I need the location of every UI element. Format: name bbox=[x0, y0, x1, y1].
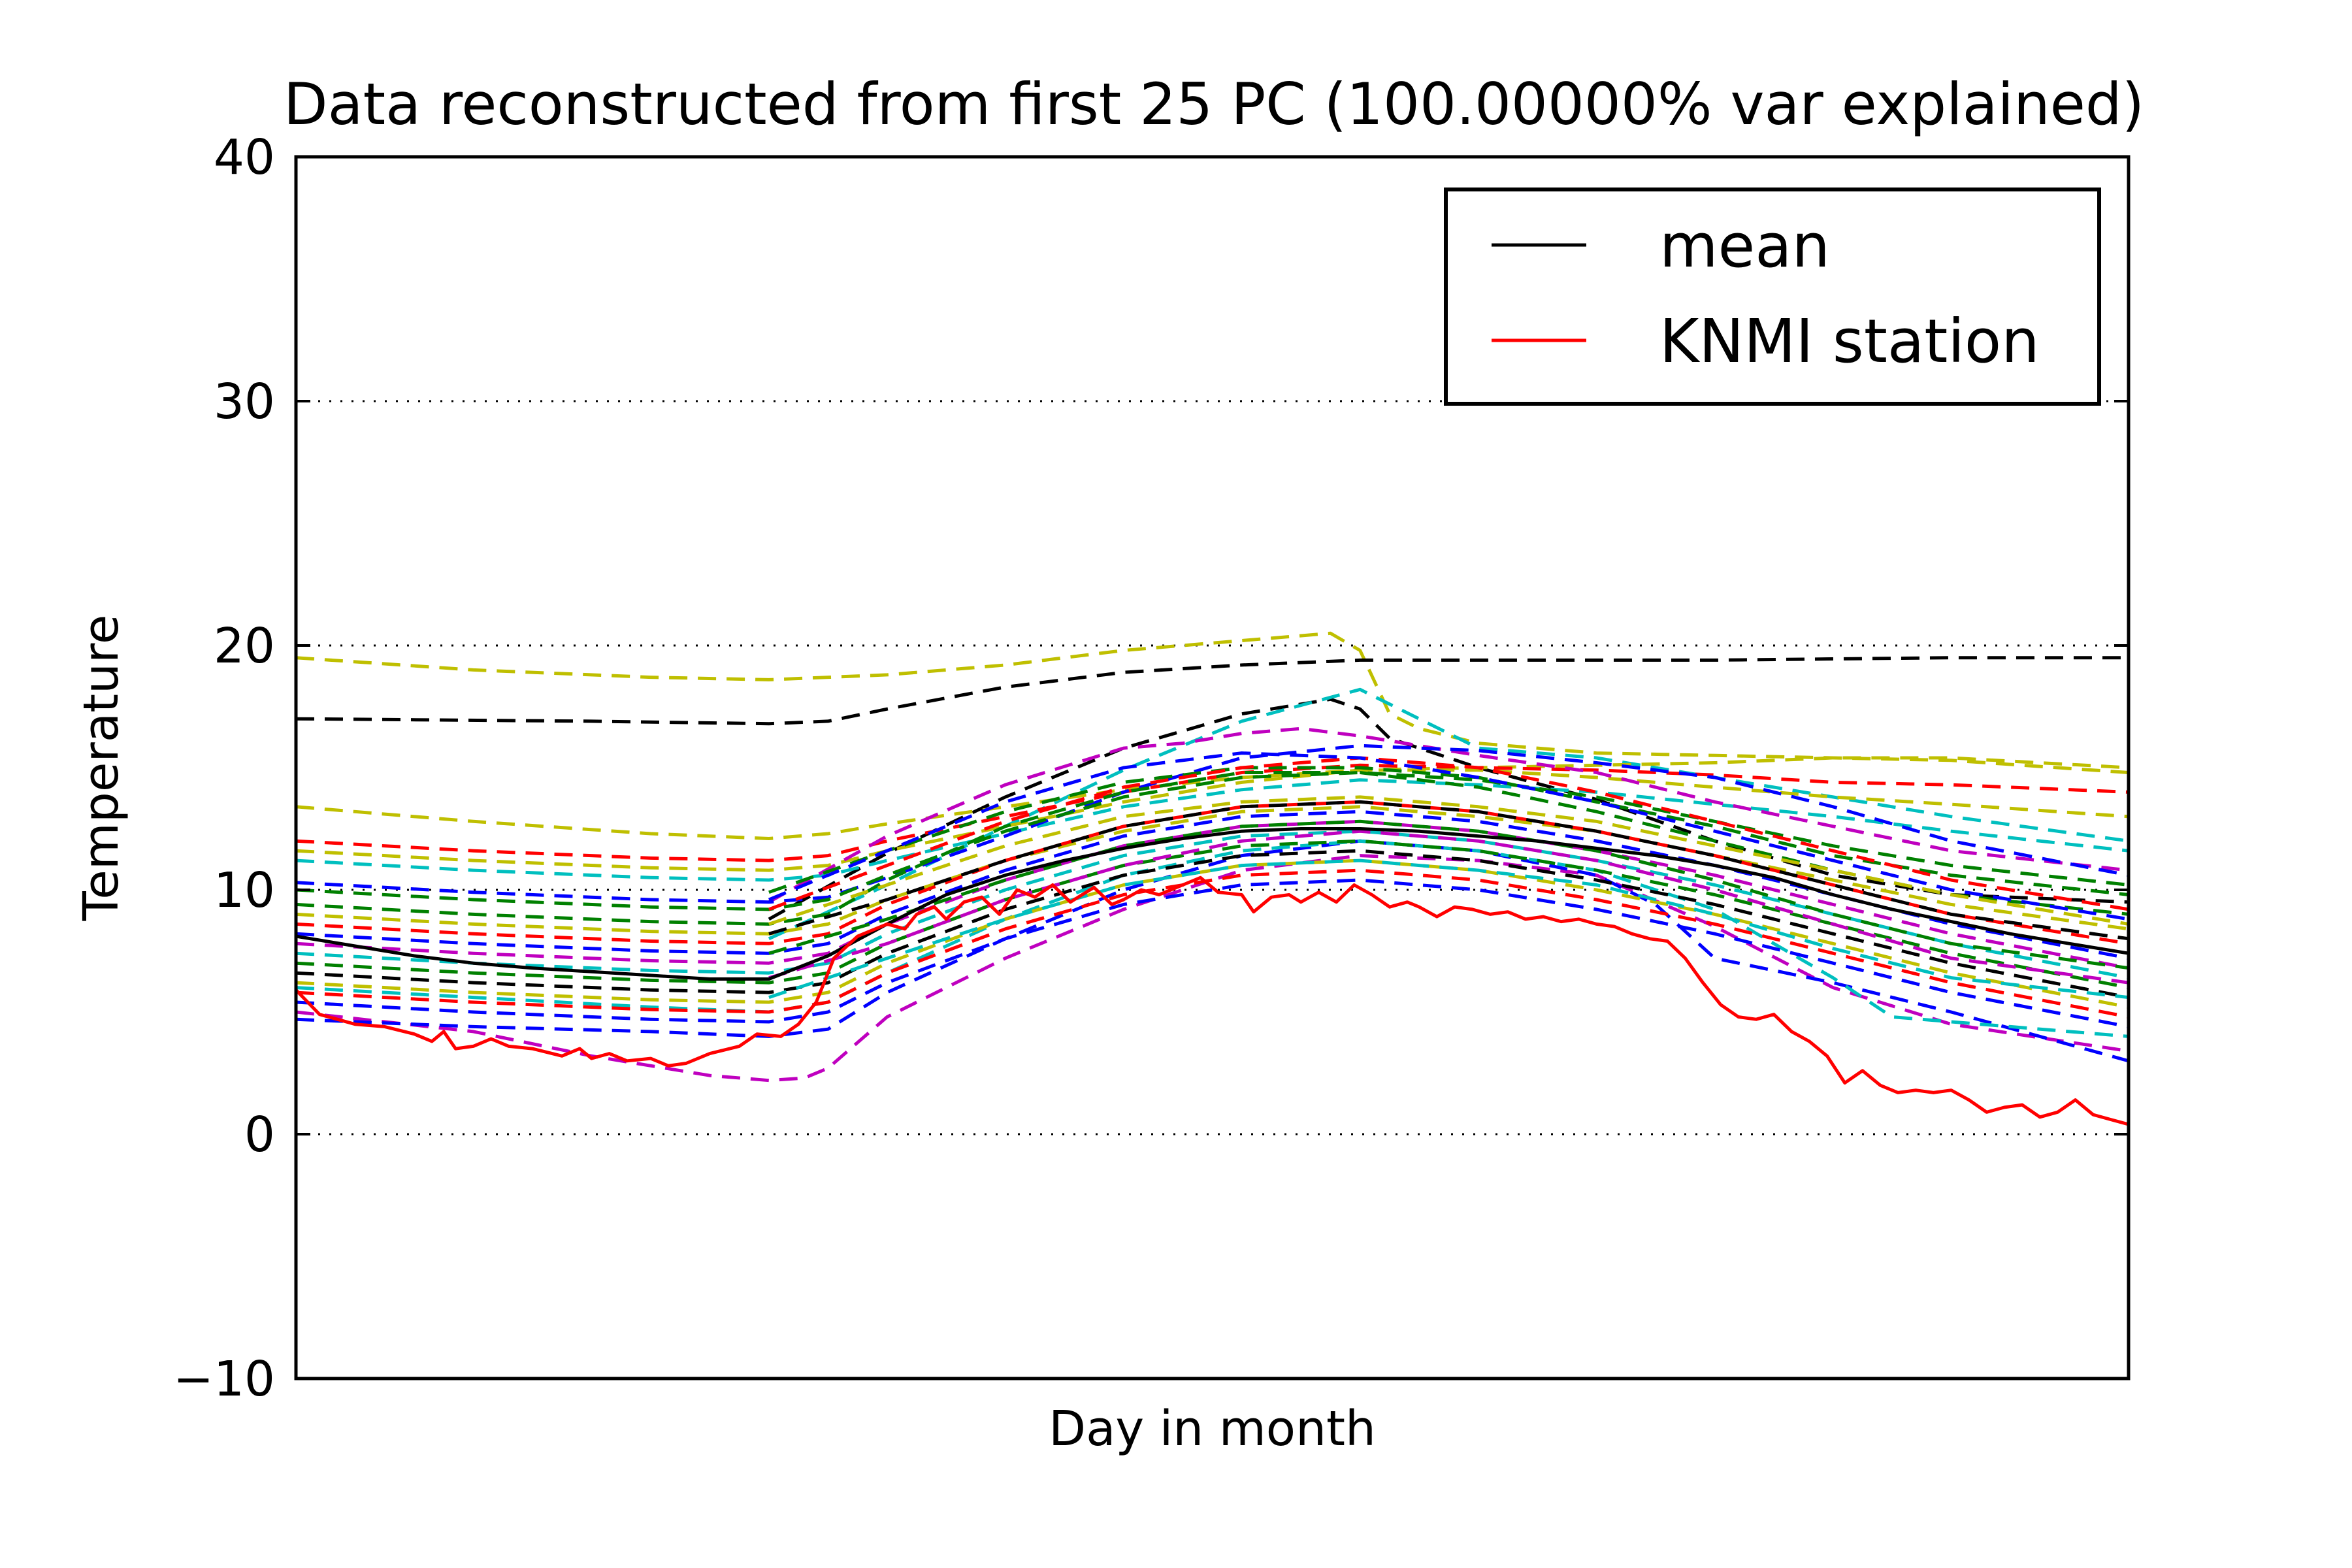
y-axis-ticks: −10 0 10 20 30 40 bbox=[173, 129, 2129, 1407]
x-axis-label: Day in month bbox=[1049, 1401, 1376, 1457]
ensemble-member-line bbox=[768, 727, 2129, 904]
y-axis-label: Temperature bbox=[73, 615, 129, 922]
series-lines bbox=[296, 827, 2129, 1126]
gridlines bbox=[296, 400, 2129, 1135]
ensemble-member-line bbox=[768, 819, 2129, 970]
series-line-knmi-station bbox=[296, 875, 2129, 1126]
ensemble-member-line bbox=[296, 805, 2129, 936]
ensemble-member-line bbox=[768, 756, 2129, 911]
ensemble-member-line bbox=[296, 768, 2129, 872]
ensemble-member-line bbox=[296, 849, 2129, 1000]
ensemble-member-line bbox=[296, 819, 2129, 970]
legend-label-knmi-station: KNMI station bbox=[1659, 306, 2040, 376]
ensemble-member-line bbox=[296, 763, 2129, 862]
series-line-mean bbox=[296, 827, 2129, 981]
ensemble-member-line bbox=[296, 800, 2129, 945]
y-tick-label: 20 bbox=[214, 618, 275, 674]
ensemble-member-line bbox=[296, 631, 2129, 774]
ensemble-member-line bbox=[296, 839, 2129, 990]
ensemble-member-line bbox=[768, 751, 2129, 921]
chart-title: Data reconstructed from first 25 PC (100… bbox=[284, 71, 2144, 138]
ensemble-member-line bbox=[768, 697, 2129, 921]
ensemble-member-line bbox=[768, 858, 2129, 1000]
ensemble-member-line bbox=[296, 771, 2129, 926]
ensemble-member-line bbox=[296, 854, 2129, 1083]
legend-label-mean: mean bbox=[1659, 211, 1830, 281]
ensemble-member-line bbox=[296, 839, 2129, 1063]
y-tick-label: 40 bbox=[214, 129, 275, 186]
legend-box bbox=[1444, 188, 2101, 406]
ensemble-member-line bbox=[768, 800, 2129, 941]
y-tick-label: 0 bbox=[244, 1107, 275, 1163]
y-tick-label: −10 bbox=[173, 1351, 275, 1407]
ensemble-lines bbox=[296, 631, 2129, 1083]
legend: mean KNMI station bbox=[1444, 188, 2101, 406]
y-tick-label: 10 bbox=[214, 862, 275, 919]
y-tick-label: 30 bbox=[214, 374, 275, 430]
ensemble-member-line bbox=[296, 656, 2129, 726]
ensemble-member-line bbox=[768, 829, 2129, 985]
ensemble-member-line bbox=[296, 829, 2129, 980]
plot-frame bbox=[294, 155, 2131, 1380]
ensemble-member-line bbox=[296, 878, 2129, 1028]
ensemble-member-line bbox=[296, 809, 2129, 960]
ensemble-member-line bbox=[768, 795, 2129, 926]
ensemble-member-line bbox=[768, 766, 2129, 896]
ensemble-member-line bbox=[296, 778, 2129, 882]
ensemble-member-line bbox=[296, 771, 2129, 911]
